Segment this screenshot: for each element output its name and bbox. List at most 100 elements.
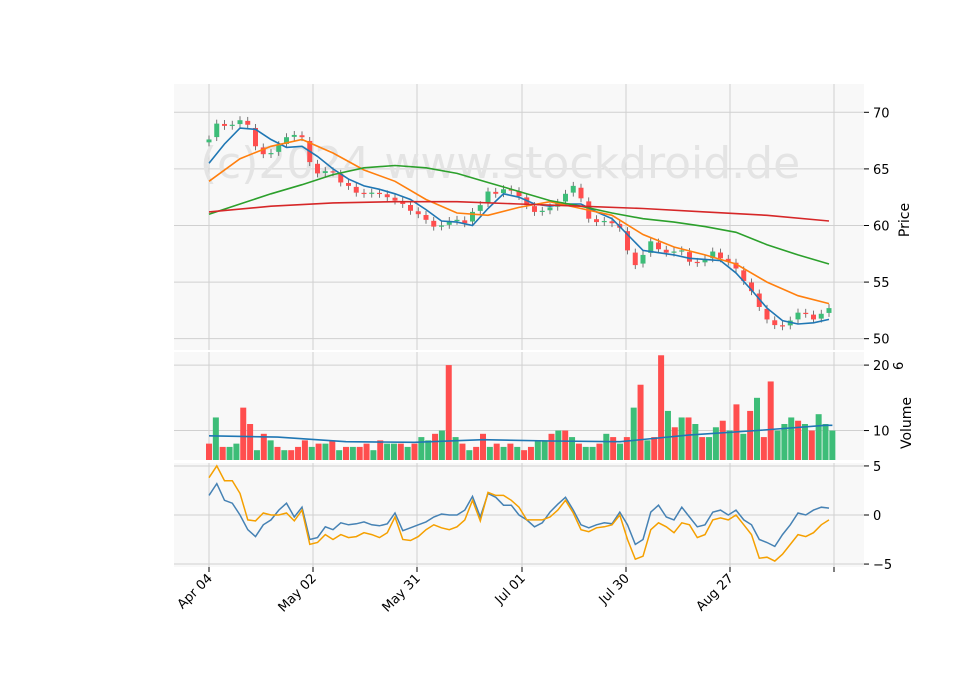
- candle-body: [485, 191, 491, 204]
- candle-body: [741, 270, 747, 281]
- candle-body: [361, 192, 367, 195]
- volume-bar: [288, 450, 295, 460]
- volume-bar: [610, 437, 617, 460]
- volume-bar: [438, 430, 445, 460]
- volume-bar: [274, 446, 281, 460]
- candle-body: [206, 139, 212, 143]
- volume-bar: [754, 397, 760, 460]
- volume-bar: [315, 443, 322, 460]
- volume-bar: [466, 450, 473, 460]
- volume-bar: [459, 443, 466, 460]
- candle-body: [470, 211, 475, 222]
- volume-bar: [425, 440, 432, 460]
- moving-average-line: [208, 138, 830, 305]
- oscillator-line: [208, 482, 830, 548]
- moving-average-line: [208, 127, 830, 325]
- candle-body: [764, 308, 770, 320]
- volume-bar: [671, 427, 678, 460]
- volume-bar: [411, 443, 418, 460]
- candle-body: [671, 251, 677, 253]
- volume-bar: [630, 407, 637, 460]
- volume-bar: [678, 417, 685, 460]
- candle-body: [493, 191, 499, 194]
- price-axis-label: Price: [897, 203, 913, 237]
- x-tick-label: May 02: [276, 571, 320, 615]
- candle-body: [268, 153, 274, 155]
- volume-bar: [260, 433, 267, 460]
- volume-average-line: [208, 424, 833, 444]
- candle-body: [299, 135, 305, 138]
- volume-bar: [617, 443, 623, 460]
- volume-bar: [507, 443, 514, 460]
- volume-bar: [603, 433, 610, 460]
- y-tick-label: 50: [873, 333, 890, 348]
- volume-bar: [219, 446, 226, 460]
- volume-bar: [500, 446, 507, 460]
- candle-body: [400, 201, 406, 204]
- candle-body: [640, 254, 646, 264]
- candle-body: [733, 262, 739, 269]
- candle-body: [547, 207, 553, 211]
- volume-bar: [658, 355, 665, 460]
- volume-bar: [801, 424, 808, 460]
- volume-bar: [555, 430, 562, 460]
- volume-bar: [692, 424, 699, 460]
- x-tick-label: May 31: [380, 571, 424, 615]
- volume-bar: [781, 424, 788, 460]
- candle-body: [237, 120, 243, 125]
- panel-bg-0: [174, 84, 864, 350]
- x-tick-label: Jul 01: [492, 571, 529, 608]
- y-tick-label: 0: [873, 509, 881, 524]
- candle-body: [245, 120, 251, 125]
- candle-body: [423, 215, 429, 220]
- volume-bar: [206, 443, 212, 460]
- volume-bar: [247, 424, 254, 460]
- candle-body: [563, 193, 568, 202]
- candle-body: [594, 219, 599, 223]
- volume-bar: [240, 407, 247, 460]
- oscillator-line: [208, 464, 830, 562]
- volume-bar: [527, 446, 534, 460]
- volume-bar: [301, 440, 308, 460]
- volume-bar: [473, 446, 480, 460]
- candle-body: [222, 123, 227, 126]
- candle-body: [625, 231, 630, 251]
- volume-bar: [822, 424, 829, 460]
- volume-bar: [719, 420, 726, 460]
- volume-bar: [815, 414, 822, 460]
- candle-body: [570, 185, 576, 193]
- volume-bar: [562, 430, 569, 460]
- candle-body: [663, 249, 669, 253]
- volume-bar: [569, 437, 576, 460]
- volume-bar: [329, 440, 336, 460]
- volume-bar: [548, 433, 555, 460]
- volume-bar: [384, 443, 391, 460]
- candle-body: [392, 197, 398, 201]
- candle-body: [539, 210, 545, 212]
- y-tick-label: 10: [873, 425, 890, 440]
- candle-body: [532, 206, 537, 212]
- volume-bar: [493, 443, 500, 460]
- volume-bar: [534, 440, 541, 460]
- volume-bar: [514, 446, 521, 460]
- candle-body: [811, 314, 816, 320]
- volume-bar: [253, 450, 260, 460]
- volume-bar: [404, 446, 411, 460]
- candle-body: [609, 221, 615, 224]
- y-tick-label: 60: [873, 219, 890, 234]
- candle-body: [795, 312, 801, 320]
- candle-body: [377, 192, 382, 195]
- volume-bar: [541, 440, 548, 460]
- candle-body: [276, 145, 282, 152]
- volume-bar: [726, 430, 733, 460]
- candle-body: [656, 242, 661, 250]
- volume-bar: [740, 433, 747, 460]
- volume-bar: [363, 443, 370, 460]
- volume-bar: [596, 443, 603, 460]
- candle-body: [353, 186, 359, 193]
- y-tick-label: 70: [873, 106, 890, 121]
- volume-bar: [664, 410, 671, 460]
- volume-bar: [486, 446, 493, 460]
- candle-body: [260, 147, 266, 155]
- volume-bar: [623, 437, 630, 460]
